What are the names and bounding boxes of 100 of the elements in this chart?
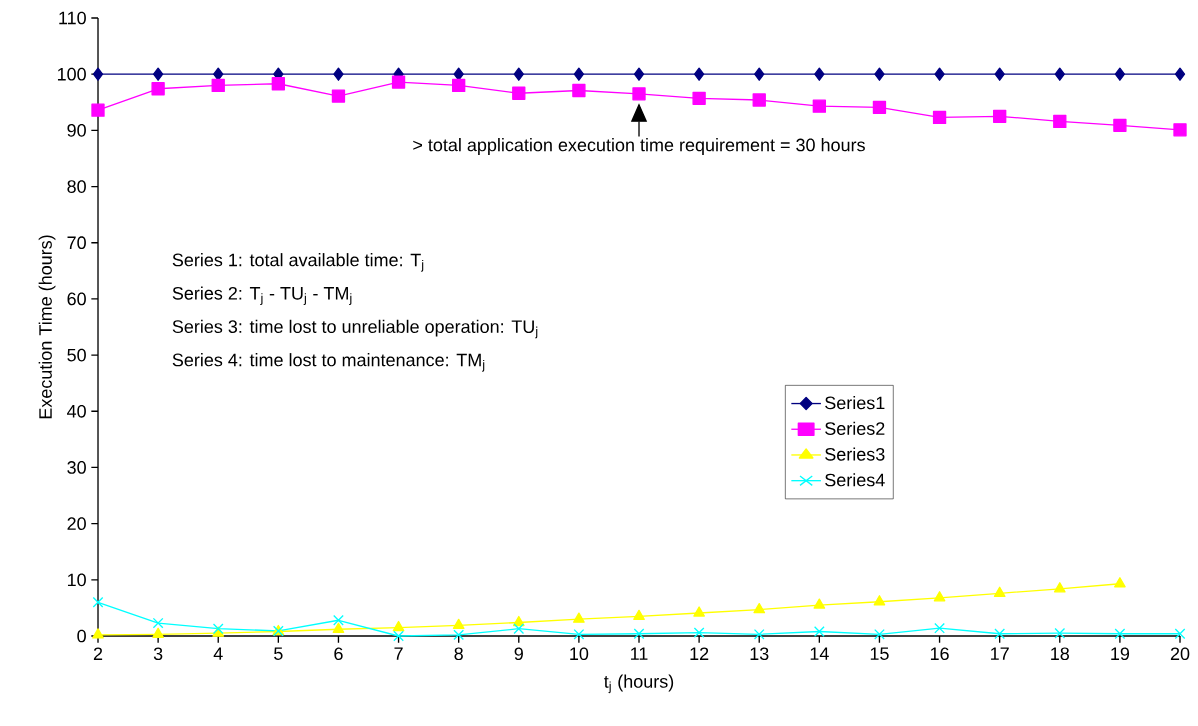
point [1173, 123, 1187, 137]
point [873, 595, 886, 606]
annotation: Series 1: total available time: T$_{j}$ [172, 253, 424, 272]
point [92, 67, 104, 81]
point [573, 628, 585, 640]
x-tick-label: 3 [153, 647, 163, 661]
x-tick-label: 18 [1051, 647, 1070, 661]
point [333, 614, 344, 626]
point [994, 67, 1005, 81]
point [92, 628, 104, 639]
y-tick-label: 110 [59, 11, 86, 25]
point [453, 629, 465, 641]
point [512, 86, 526, 100]
x-tick-label: 20 [1170, 647, 1190, 661]
point [813, 626, 825, 637]
x-axis-title: t$_{j}$ (hours) [604, 674, 674, 694]
x-tick-label: 14 [810, 647, 829, 660]
x-tick-label: 2 [93, 647, 103, 660]
x-tick-label: 15 [870, 647, 889, 660]
point [453, 67, 464, 81]
x-tick-label: 6 [334, 647, 343, 661]
point [872, 100, 887, 114]
x-tick-label: 12 [690, 647, 709, 660]
y-axis-title: Execution Time (hours) [38, 235, 56, 419]
point [1114, 628, 1126, 640]
x-tick-label: 4 [213, 647, 223, 660]
point [152, 67, 164, 81]
y-tick-label: 20 [67, 517, 86, 530]
point [933, 591, 946, 602]
point [513, 67, 524, 81]
point [91, 103, 105, 117]
annotation: Series 2: T$_{j}$ - TU$_{j}$ - TM$_{j}$ [172, 286, 352, 305]
x-tick-label: 19 [1111, 647, 1130, 661]
point [271, 77, 286, 91]
point [393, 630, 404, 642]
point [152, 627, 164, 638]
point [993, 109, 1007, 123]
point [633, 609, 645, 621]
point [331, 89, 346, 103]
point [932, 110, 947, 125]
y-tick-label: 10 [67, 573, 86, 587]
legend-label: Series1 [825, 396, 885, 410]
point [754, 67, 765, 81]
annotation: > total application execution time requirement = 30 hours [413, 138, 865, 155]
point [1114, 67, 1126, 81]
y-tick-label: 90 [67, 123, 86, 137]
point [934, 622, 945, 634]
point [1174, 628, 1186, 640]
point [1174, 67, 1186, 81]
y-tick-label: 30 [67, 461, 86, 474]
x-tick-label: 13 [750, 647, 769, 661]
x-tick-label: 5 [274, 647, 283, 660]
point [1053, 114, 1067, 129]
point [993, 586, 1006, 597]
y-tick-label: 50 [67, 348, 86, 362]
y-tick-label: 60 [67, 292, 86, 306]
point [391, 75, 406, 89]
y-tick-label: 70 [67, 236, 86, 250]
y-tick-label: 40 [67, 404, 86, 418]
y-tick-label: 0 [77, 629, 86, 643]
point [573, 612, 585, 623]
x-tick-label: 10 [570, 647, 589, 661]
point [1054, 67, 1065, 81]
point [213, 67, 224, 81]
point [814, 67, 825, 81]
point [753, 602, 766, 614]
x-tick-label: 17 [991, 647, 1009, 660]
point [633, 67, 645, 81]
point [1053, 582, 1066, 593]
point [333, 67, 344, 81]
point [874, 67, 885, 81]
point [452, 618, 465, 629]
point [812, 99, 827, 113]
point [693, 606, 705, 617]
y-tick-label: 100 [57, 67, 86, 81]
x-tick-label: 16 [930, 647, 949, 661]
legend-label: Series3 [825, 447, 885, 461]
point [693, 67, 705, 81]
x-tick-label: 7 [394, 647, 403, 660]
point [1054, 627, 1066, 639]
point [753, 628, 765, 640]
point [151, 82, 165, 96]
x-tick-label: 9 [514, 647, 523, 661]
point [392, 620, 405, 632]
point [1114, 577, 1126, 588]
point [813, 598, 826, 609]
point [692, 91, 706, 106]
point [332, 622, 345, 633]
x-tick-label: 11 [631, 647, 648, 660]
point [152, 617, 164, 629]
point [934, 67, 945, 81]
point [92, 596, 104, 608]
point [572, 83, 586, 98]
point [211, 78, 225, 93]
point [752, 93, 766, 107]
point [513, 623, 525, 635]
point [1113, 118, 1127, 132]
legend-label: Series4 [825, 473, 885, 487]
point [632, 87, 646, 101]
point [573, 67, 585, 81]
